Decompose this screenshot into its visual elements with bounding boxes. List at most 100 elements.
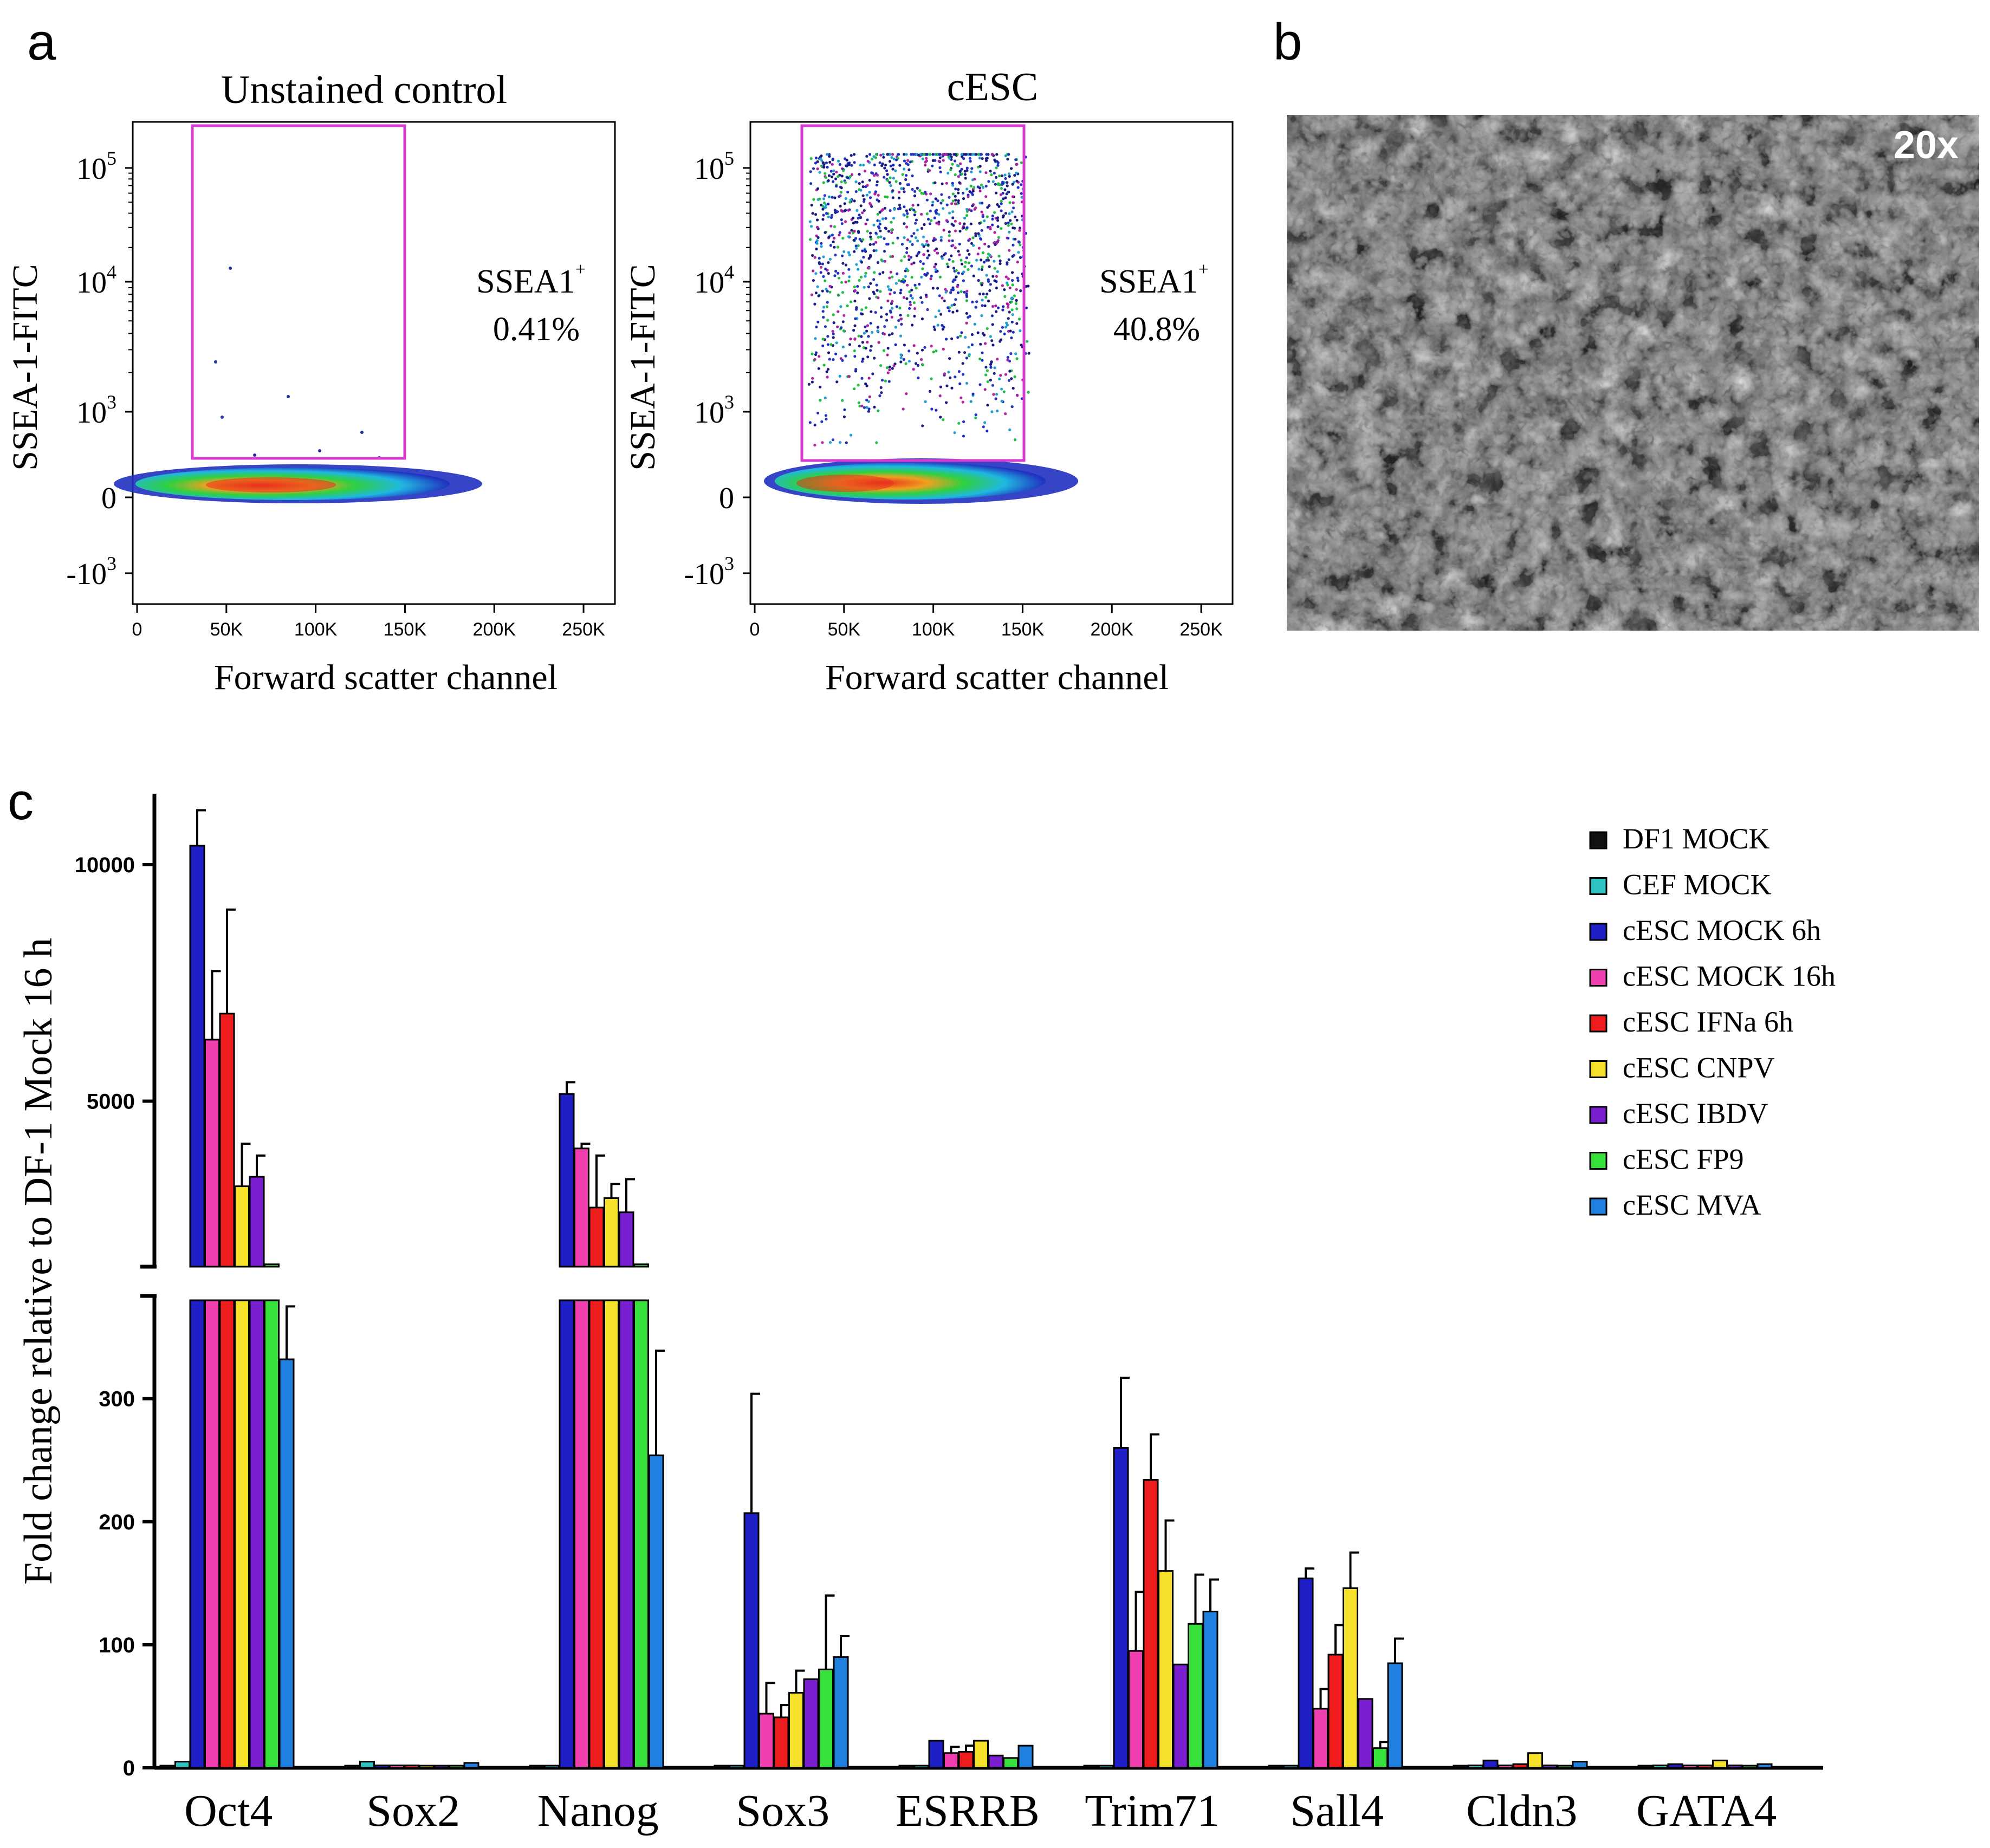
event-dot [880, 379, 884, 382]
bar [788, 1691, 804, 1769]
event-dot [899, 291, 902, 295]
event-dot [903, 159, 906, 163]
event-dot [884, 379, 887, 382]
event-dot [828, 284, 832, 288]
event-dot [1025, 285, 1028, 288]
event-dot [980, 184, 983, 187]
gate-rectangle [191, 124, 406, 460]
bar [633, 1299, 649, 1769]
legend-swatch [1589, 923, 1607, 941]
event-dot [894, 169, 897, 172]
event-dot [991, 275, 995, 278]
event-dot [993, 211, 996, 214]
event-dot [864, 306, 868, 309]
event-dot [843, 408, 846, 411]
event-dot [935, 222, 938, 225]
event-dot [997, 205, 1001, 208]
event-dot [1000, 174, 1003, 178]
event-dot [890, 315, 893, 319]
event-dot [883, 325, 886, 328]
event-dot [1012, 201, 1015, 204]
event-dot [965, 210, 969, 213]
event-dot [983, 242, 987, 246]
event-dot [859, 204, 863, 208]
event-dot [1016, 261, 1019, 264]
event-dot [954, 375, 957, 379]
event-dot [997, 236, 1000, 239]
event-dot [923, 223, 926, 226]
event-dot [823, 194, 826, 197]
bar [359, 1761, 375, 1769]
event-dot [861, 360, 864, 363]
event-dot [929, 277, 932, 281]
event-dot [895, 305, 898, 308]
event-dot [883, 166, 886, 170]
event-dot [870, 330, 874, 334]
event-dot [863, 286, 866, 289]
event-dot [891, 167, 894, 171]
event-dot [889, 164, 892, 167]
event-dot [970, 343, 974, 347]
event-dot [860, 404, 864, 407]
event-dot [980, 268, 983, 271]
legend-label: cESC FP9 [1623, 1143, 1744, 1176]
event-dot [920, 192, 923, 195]
event-dot [829, 216, 833, 219]
event-dot [941, 323, 944, 327]
event-dot [985, 258, 988, 262]
event-dot [891, 332, 894, 335]
x-tick-label: 150K [1001, 619, 1045, 640]
event-dot [866, 230, 869, 233]
event-dot [951, 216, 955, 219]
event-dot [909, 301, 912, 304]
event-dot [952, 267, 956, 270]
event-dot [931, 164, 934, 167]
event-dot [981, 304, 984, 307]
event-dot [1013, 375, 1016, 379]
event-dot [811, 352, 814, 355]
event-dot [916, 186, 919, 190]
event-dot [893, 291, 896, 294]
event-dot [867, 335, 870, 338]
y-tick-label: 5000 [87, 1090, 135, 1113]
event-dot [825, 212, 828, 215]
event-dot [821, 289, 824, 293]
event-dot [930, 377, 933, 380]
event-dot [986, 369, 989, 372]
bar [1682, 1764, 1698, 1769]
bar [743, 1512, 760, 1769]
bar-series [159, 809, 1773, 1769]
y-axis-label: SSEA-1-FITC [623, 264, 663, 470]
event-dot [929, 192, 932, 196]
event-dot [947, 172, 950, 175]
event-dot [884, 164, 887, 167]
x-tick-label: 0 [750, 619, 760, 640]
event-dot [991, 304, 995, 308]
event-dot [963, 290, 966, 294]
event-dot [822, 166, 826, 169]
event-dot [926, 308, 929, 312]
bar [559, 1299, 575, 1769]
event-dot [876, 289, 879, 292]
event-dot [1006, 158, 1009, 161]
event-dot [838, 234, 841, 237]
bar-axes: 0 100 200 300 5000 10000 Oct4 Sox2 Nanog Sox3 ESRR… [75, 794, 1823, 1836]
event-dot [850, 229, 853, 232]
event-dot [847, 280, 851, 283]
event-dot [814, 291, 818, 295]
event-dot [857, 217, 860, 220]
event-dot [990, 173, 993, 177]
event-dot [969, 400, 973, 403]
event-dot [912, 232, 916, 235]
event-dot [991, 153, 994, 156]
event-dot [1003, 332, 1006, 336]
event-dot [982, 261, 986, 264]
flow-plot-cesc: cESC SSEA1+ 40.8% SSEA-1-FITC Forward sc… [623, 65, 1234, 697]
event-dot [955, 275, 958, 278]
event-dot [887, 230, 890, 233]
event-dot [902, 213, 905, 216]
event-dot [993, 260, 996, 263]
event-dot [815, 218, 819, 222]
event-dot [892, 217, 896, 220]
event-dot [928, 390, 931, 393]
